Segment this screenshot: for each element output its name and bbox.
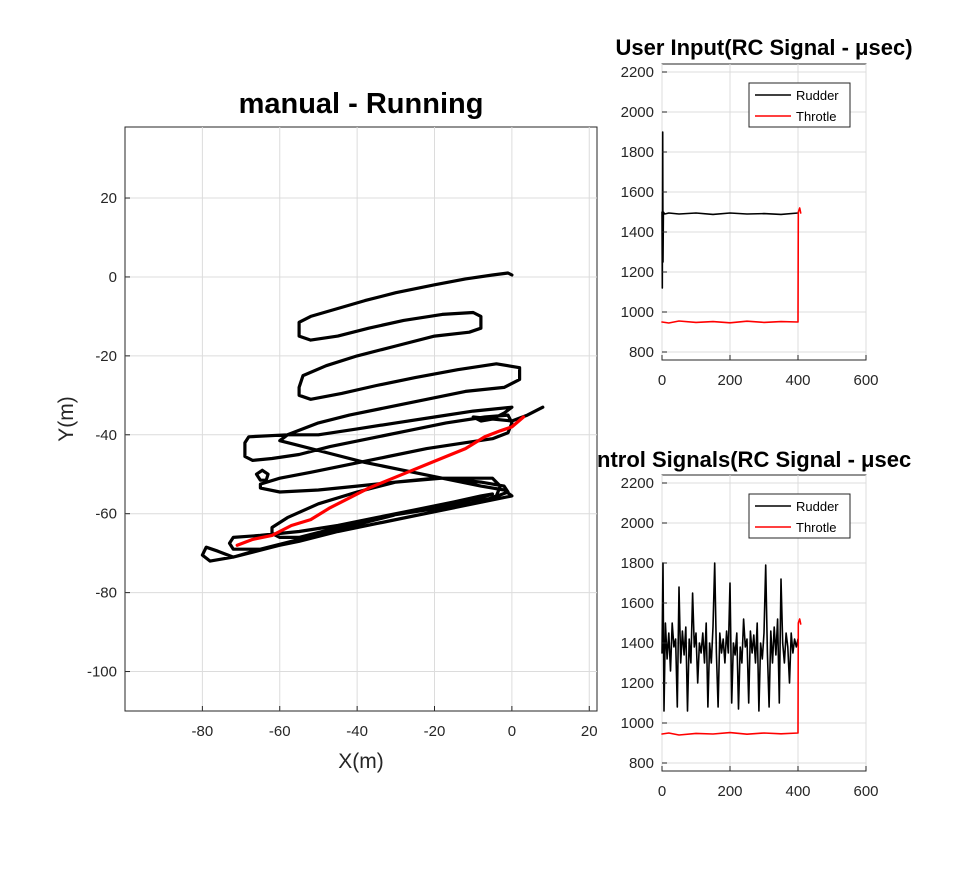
x-tick-label: 400	[785, 372, 810, 389]
user-input-legend: Rudder Throtle	[748, 82, 851, 128]
user-input-title: User Input(RC Signal - μsec)	[615, 35, 912, 60]
x-tick-label: 0	[658, 783, 666, 800]
user-input-legend-box	[748, 82, 851, 128]
y-tick-label: 1000	[621, 304, 654, 321]
user-input-y-ticks: 800 1000 1200 1400 1600 1800 2000 2200	[621, 64, 667, 361]
x-tick-label: 600	[853, 372, 878, 389]
user-input-plot: 0 200 400 600 800 1000 1200 1400 1600 1800 2000 22…	[615, 35, 912, 389]
legend-throtle-label: Throtle	[796, 109, 836, 124]
y-tick-label: 1200	[621, 675, 654, 692]
x-tick-label: 400	[785, 783, 810, 800]
x-tick-label: -60	[269, 723, 291, 740]
control-signals-series-rudder	[661, 562, 799, 712]
y-tick-label: 0	[109, 269, 117, 286]
trajectory-series-black-2	[254, 468, 270, 482]
y-tick-label: 1000	[621, 715, 654, 732]
y-tick-label: 1600	[621, 595, 654, 612]
trajectory-plot: -80 -60 -40 -20 0 20 20 0 -20 -40 -60 -80 -100 manu…	[55, 88, 598, 773]
y-tick-label: 800	[629, 344, 654, 361]
control-signals-series	[661, 562, 802, 736]
y-tick-label: 1800	[621, 144, 654, 161]
trajectory-series-red-1	[235, 415, 526, 547]
y-tick-label: -60	[95, 506, 117, 523]
user-input-series	[661, 131, 802, 324]
x-tick-label: 200	[717, 372, 742, 389]
y-tick-label: -20	[95, 348, 117, 365]
trajectory-axes-frame	[124, 126, 598, 712]
x-tick-label: 600	[853, 783, 878, 800]
y-tick-label: 800	[629, 755, 654, 772]
trajectory-series-black-0	[200, 271, 545, 563]
x-tick-label: 200	[717, 783, 742, 800]
y-tick-label: 2200	[621, 475, 654, 492]
y-tick-label: 1600	[621, 184, 654, 201]
control-signals-legend: Rudder Throtle	[748, 493, 851, 539]
y-tick-label: 20	[100, 190, 117, 207]
trajectory-x-label: X(m)	[338, 750, 384, 773]
x-tick-label: -20	[424, 723, 446, 740]
trajectory-x-ticks: -80 -60 -40 -20 0 20	[192, 706, 598, 740]
control-signals-plot: 0 200 400 600 800 1000 1200 1400 1600 1800 2000 22…	[597, 447, 911, 800]
y-tick-label: -80	[95, 585, 117, 602]
trajectory-grid	[125, 127, 597, 711]
trajectory-y-label: Y(m)	[55, 396, 78, 442]
x-tick-label: 0	[658, 372, 666, 389]
y-tick-label: -40	[95, 427, 117, 444]
control-signals-x-ticks: 0 200 400 600	[658, 766, 879, 800]
control-signals-legend-box	[748, 493, 851, 539]
y-tick-label: 1200	[621, 264, 654, 281]
trajectory-y-ticks: 20 0 -20 -40 -60 -80 -100	[87, 190, 130, 681]
y-tick-label: 1800	[621, 555, 654, 572]
x-tick-label: 20	[581, 723, 598, 740]
y-tick-label: 1400	[621, 224, 654, 241]
user-input-series-throtle	[661, 207, 802, 324]
y-tick-label: 2000	[621, 515, 654, 532]
y-tick-label: 2200	[621, 64, 654, 81]
user-input-series-rudder	[661, 131, 799, 289]
control-signals-series-throtle	[661, 618, 802, 736]
legend-rudder-label: Rudder	[796, 499, 839, 514]
x-tick-label: 0	[508, 723, 516, 740]
y-tick-label: 1400	[621, 635, 654, 652]
x-tick-label: -80	[192, 723, 214, 740]
y-tick-label: -100	[87, 664, 117, 681]
trajectory-title: manual - Running	[239, 88, 484, 120]
legend-rudder-label: Rudder	[796, 88, 839, 103]
x-tick-label: -40	[346, 723, 368, 740]
legend-throtle-label: Throtle	[796, 520, 836, 535]
user-input-x-ticks: 0 200 400 600	[658, 355, 879, 389]
control-signals-title: ntrol Signals(RC Signal - μsec	[597, 447, 911, 472]
control-signals-y-ticks: 800 1000 1200 1400 1600 1800 2000 2200	[621, 475, 667, 772]
y-tick-label: 2000	[621, 104, 654, 121]
trajectory-series	[200, 271, 545, 563]
